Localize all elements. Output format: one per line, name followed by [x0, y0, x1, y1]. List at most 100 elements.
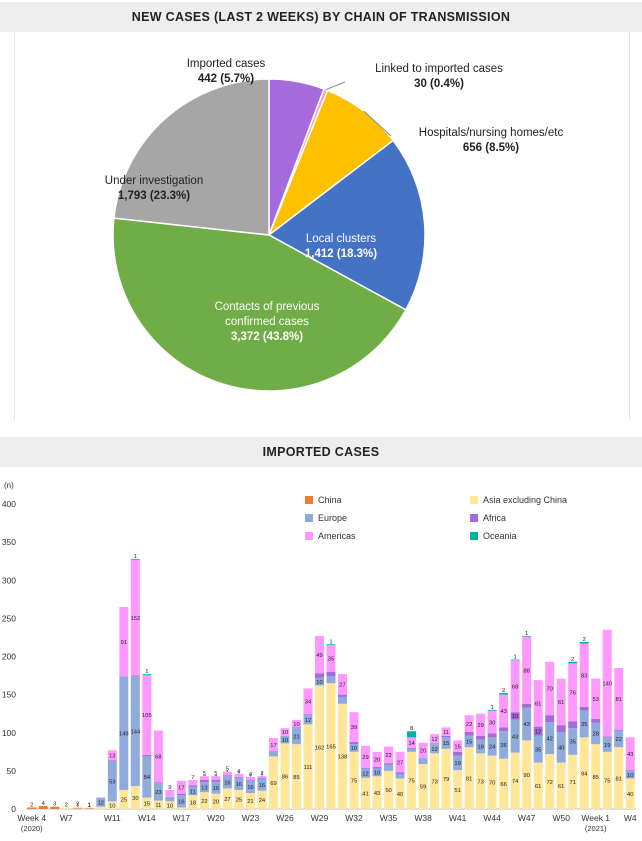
bar-segment-oceania: [326, 644, 336, 646]
bar-segment-asia-excluding-china: [153, 800, 163, 809]
bar-value-label: 20: [420, 748, 426, 754]
bar-value-label: 1: [76, 803, 79, 809]
bar-segment-africa: [522, 703, 532, 708]
bar-value-label: 15: [466, 740, 472, 746]
bar-segment-europe: [614, 730, 624, 748]
x-tick-label: W4: [624, 813, 637, 823]
bar-segment-europe: [487, 737, 497, 756]
bar-value-label: 73: [477, 779, 483, 785]
bar-value-label: 15: [443, 741, 449, 747]
bar-segment-asia-excluding-china: [579, 737, 589, 809]
bar-value-label: 70: [489, 781, 495, 787]
bar-segment-asia-excluding-china: [464, 747, 474, 809]
bar-segment-asia-excluding-china: [130, 786, 140, 810]
bar-value-label: 70: [546, 687, 552, 693]
bar-segment-americas: [257, 776, 267, 778]
bar-segment-americas: [579, 643, 589, 707]
bar-segment-africa: [176, 793, 186, 796]
bar-segment-americas: [556, 678, 566, 726]
bar-value-label: 71: [569, 780, 575, 786]
bar-value-label: 21: [293, 734, 299, 740]
bar-value-label: 53: [592, 697, 598, 703]
legend-label: Europe: [318, 513, 347, 523]
bar-segment-africa: [625, 770, 635, 771]
bar-segment-asia-excluding-china: [499, 758, 509, 809]
bar-segment-asia-excluding-china: [188, 795, 198, 809]
bar-segment-africa: [361, 767, 371, 769]
imported-cases-bar-chart: (n)0501001502002503003504002432121131210…: [2, 481, 637, 833]
legend-item-china: China: [305, 495, 342, 505]
bar-segment-africa: [338, 694, 347, 697]
bar-value-label: 18: [190, 800, 196, 806]
bar-value-label: 25: [121, 798, 127, 804]
legend-label: Asia excluding China: [483, 495, 567, 505]
bar-segment-europe: [441, 737, 451, 749]
bar-segment-china: [38, 805, 48, 809]
bar-segment-americas: [338, 674, 347, 695]
bar-segment-africa: [430, 743, 440, 745]
bar-segment-europe: [568, 728, 578, 755]
bar-segment-asia-excluding-china: [614, 747, 624, 809]
bar-segment-oceania: [407, 731, 417, 738]
bar-segment-americas: [487, 710, 497, 734]
x-tick-label: W32: [345, 813, 363, 823]
bar-value-label: 40: [397, 792, 403, 798]
bar-value-label: 30: [132, 796, 138, 802]
bar-value-label: 94: [581, 771, 588, 777]
bar-value-label: 23: [155, 790, 161, 796]
bar-segment-europe: [625, 770, 635, 779]
bar-segment-asia-excluding-china: [418, 764, 428, 809]
bar-value-label: 42: [546, 736, 552, 742]
bar-segment-africa: [464, 731, 474, 736]
bar-segment-europe: [407, 748, 417, 752]
pie-leader-line: [325, 81, 346, 91]
bar-value-label: 43: [523, 722, 529, 728]
bar-section-title: IMPORTED CASES: [0, 437, 642, 467]
bar-value-label: 25: [236, 798, 242, 804]
bar-value-label: 72: [546, 780, 552, 786]
bar-segment-asia-excluding-china: [361, 777, 371, 809]
bar-value-label: 4: [42, 801, 46, 807]
pie-label-value: 656 (8.5%): [463, 142, 519, 154]
pie-label-name: confirmed cases: [225, 316, 309, 328]
bar-value-label: 10: [512, 714, 518, 720]
pie-label-value: 30 (0.4%): [414, 78, 464, 90]
bar-segment-americas: [188, 780, 198, 786]
bar-value-label: 19: [454, 761, 460, 767]
bar-segment-americas: [591, 678, 601, 720]
pie-label-contacts-of-previous-confirmed-cases: Contacts of previous confirmed cases 3,372…: [215, 301, 320, 343]
bar-segment-europe: [153, 783, 163, 801]
bar-value-label: 11: [155, 803, 161, 809]
bar-value-label: 35: [535, 747, 541, 753]
bar-segment-asia-excluding-china: [315, 685, 324, 809]
x-tick-label: (2021): [585, 824, 607, 833]
bar-segment-oceania: [142, 674, 152, 675]
bar-segment-europe: [522, 707, 532, 741]
bar-segment-asia-excluding-china: [338, 703, 347, 809]
bar-value-label: 29: [362, 755, 368, 761]
x-tick-label: W20: [207, 813, 225, 823]
y-axis-label: (n): [4, 481, 14, 490]
bar-segment-africa: [245, 780, 255, 781]
bar-segment-americas: [453, 740, 463, 752]
legend-item-oceania: Oceania: [470, 531, 517, 541]
legend-swatch: [470, 532, 478, 540]
bar-segment-africa: [499, 727, 509, 732]
bar-segment-africa: [579, 706, 589, 711]
bar-value-label: 50: [385, 788, 391, 794]
bar-segment-africa: [545, 715, 555, 723]
bar-segment-oceania: [522, 635, 532, 637]
bar-value-label: 22: [385, 753, 391, 759]
bar-segment-africa: [407, 748, 417, 749]
bar-segment-africa: [153, 782, 163, 784]
bar-value-label: 35: [328, 657, 334, 663]
bar-value-label: 28: [592, 732, 598, 738]
bar-segment-asia-excluding-china: [211, 793, 221, 809]
bar-value-label: 75: [351, 779, 357, 785]
pie-label-name: Contacts of previous: [215, 301, 320, 313]
bar-segment-africa: [384, 763, 394, 765]
bar-segment-americas: [142, 674, 152, 755]
bar-value-label: 51: [454, 788, 460, 794]
bar-segment-europe: [579, 710, 589, 738]
bar-value-label: 1: [134, 554, 137, 560]
